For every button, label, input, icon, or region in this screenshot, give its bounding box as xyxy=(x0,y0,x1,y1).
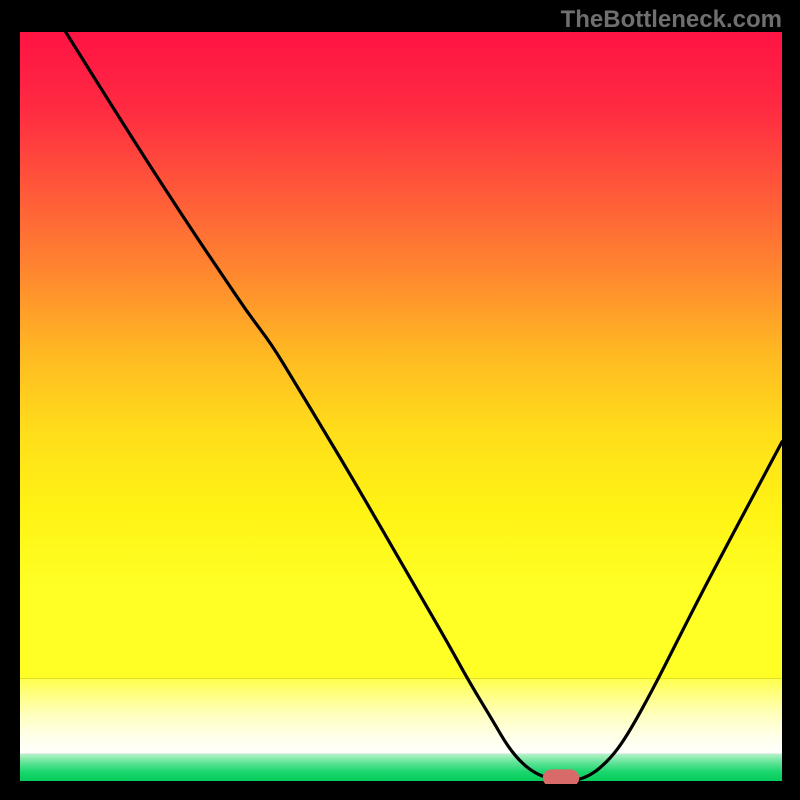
watermark-text: TheBottleneck.com xyxy=(561,6,782,34)
gradient-main xyxy=(20,32,782,679)
chart-frame: TheBottleneck.com xyxy=(0,0,800,800)
gradient-v-chart xyxy=(20,32,782,784)
optimum-marker xyxy=(543,769,580,784)
gradient-band xyxy=(20,679,782,754)
green-strip xyxy=(20,754,782,784)
